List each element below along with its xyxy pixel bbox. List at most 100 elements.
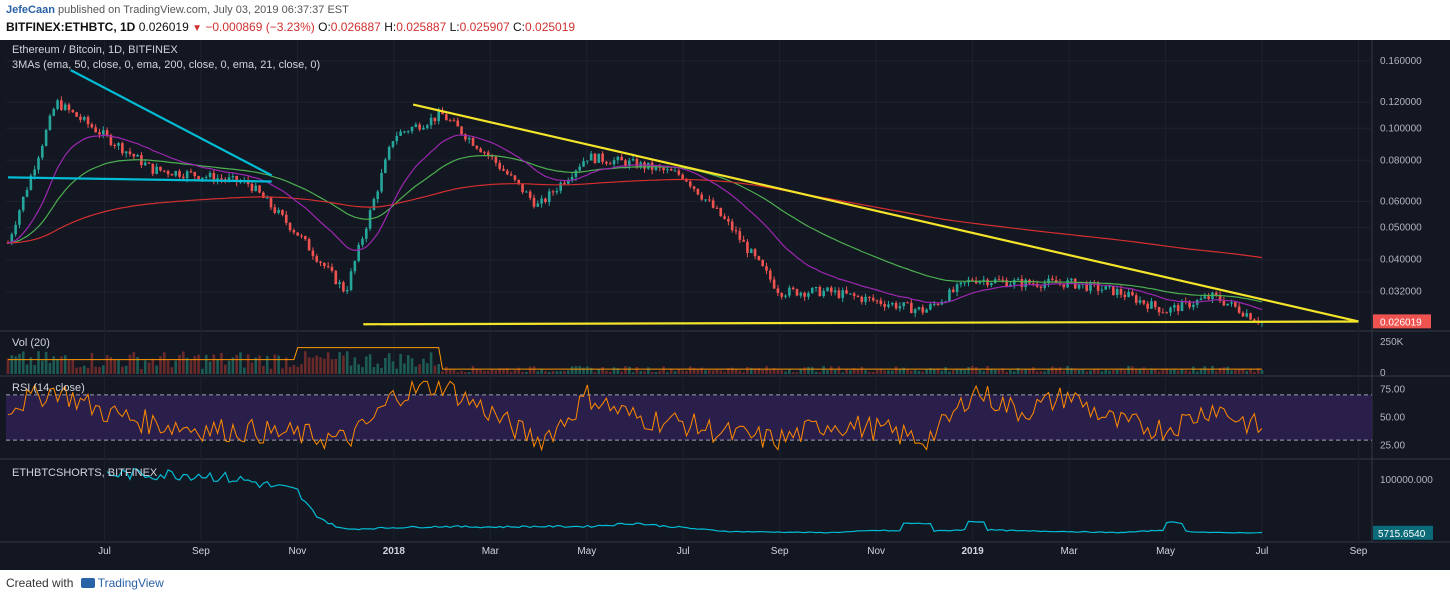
volume-bar: [696, 369, 700, 374]
candle-body: [799, 292, 803, 296]
candle-body: [498, 162, 501, 169]
volume-bar: [1054, 367, 1058, 374]
candle-body: [738, 231, 742, 240]
candle-body: [418, 124, 421, 130]
candle-body: [1131, 292, 1134, 296]
candle-body: [147, 162, 151, 164]
volume-bar: [464, 372, 467, 374]
publish-info: JefeCaan published on TradingView.com, J…: [6, 4, 349, 16]
volume-bar: [711, 370, 715, 374]
volume-bar: [528, 366, 532, 374]
volume-bar: [730, 367, 734, 374]
volume-bar: [620, 371, 623, 374]
volume-bar: [639, 371, 643, 374]
candle-body: [959, 282, 963, 285]
candle-body: [555, 190, 559, 193]
volume-bar: [845, 369, 848, 374]
volume-bar: [990, 369, 993, 374]
candle-body: [723, 216, 726, 219]
candle-body: [898, 306, 902, 309]
volume-bar: [849, 370, 852, 374]
candle-body: [273, 207, 277, 213]
candle-body: [742, 239, 745, 242]
candle-body: [460, 126, 463, 135]
volume-bar: [33, 364, 36, 374]
candle-body: [208, 172, 212, 177]
volume-bar: [445, 366, 448, 374]
volume-bar: [578, 365, 582, 374]
trendline-yellow-descending: [412, 103, 1359, 323]
volume-bar: [44, 351, 48, 374]
volume-bar: [143, 360, 147, 374]
candle-body: [21, 196, 25, 211]
candle-body: [1020, 279, 1024, 288]
volume-bar: [1260, 370, 1264, 374]
price-chart-svg[interactable]: Jul Sep Nov 2018 Mar May Jul Sep Nov 2019 Mar May Ju…: [0, 40, 1450, 570]
candle-body: [1176, 305, 1180, 312]
volume-bar: [1207, 369, 1210, 374]
candle-body: [1180, 301, 1184, 312]
x-tick-label: Sep: [192, 546, 210, 557]
volume-bar: [1123, 370, 1127, 374]
candle-body: [685, 178, 688, 182]
candle-body: [60, 100, 63, 110]
candle-body: [18, 210, 21, 225]
volume-bar: [56, 358, 59, 374]
candle-body: [284, 214, 288, 223]
volume-bar: [281, 368, 284, 374]
candle-body: [563, 182, 566, 184]
candle-body: [746, 241, 749, 254]
candle-body: [566, 179, 570, 184]
candle-body: [265, 197, 269, 199]
volume-bar: [342, 355, 345, 374]
y-tick-label: 0.060000: [1380, 197, 1422, 208]
candle-body: [90, 124, 94, 128]
volume-bar: [98, 367, 101, 374]
volume-bar: [647, 367, 650, 374]
candle-body: [410, 127, 414, 132]
candle-body: [788, 287, 791, 296]
volume-bar: [669, 368, 673, 374]
volume-bar: [555, 371, 559, 374]
volume-bar: [37, 351, 40, 374]
volume-bar: [189, 360, 193, 374]
chart-area[interactable]: Jul Sep Nov 2018 Mar May Jul Sep Nov 2019 Mar May Ju…: [0, 40, 1450, 570]
volume-bar: [570, 366, 574, 374]
candle-body: [1089, 282, 1092, 291]
volume-bar: [151, 358, 155, 374]
candle-body: [601, 153, 604, 162]
volume-bar: [719, 370, 723, 374]
volume-bar: [662, 366, 665, 374]
volume-bar: [673, 371, 677, 374]
volume-bar: [448, 369, 452, 374]
candle-body: [349, 271, 353, 290]
volume-bar: [746, 366, 749, 374]
candle-body: [456, 120, 460, 127]
candle-body: [384, 159, 387, 173]
candle-body: [860, 296, 864, 302]
volume-bar: [90, 353, 94, 374]
candle-body: [170, 174, 174, 176]
volume-bar: [25, 364, 29, 374]
candle-body: [94, 127, 97, 133]
volume-bar: [1112, 370, 1115, 374]
author-link[interactable]: JefeCaan: [6, 4, 55, 16]
tradingview-link[interactable]: TradingView: [97, 576, 164, 590]
volume-bar: [216, 359, 219, 374]
candle-body: [1249, 313, 1252, 320]
volume-bar: [780, 370, 784, 374]
x-tick-label: Jul: [677, 546, 690, 557]
volume-bar: [1028, 368, 1031, 374]
candle-body: [605, 161, 608, 164]
candle-body: [105, 130, 109, 136]
volume-bar: [1249, 368, 1252, 374]
volume-bar: [871, 371, 875, 374]
candle-body: [475, 145, 479, 149]
candle-body: [220, 178, 223, 180]
candle-body: [445, 114, 448, 121]
candle-body: [151, 163, 155, 174]
y-tick-label: 0.120000: [1380, 97, 1422, 108]
candle-body: [1104, 286, 1108, 290]
shorts-title: ETHBTCSHORTS, BITFINEX: [12, 467, 158, 479]
volume-bar: [1180, 369, 1184, 374]
